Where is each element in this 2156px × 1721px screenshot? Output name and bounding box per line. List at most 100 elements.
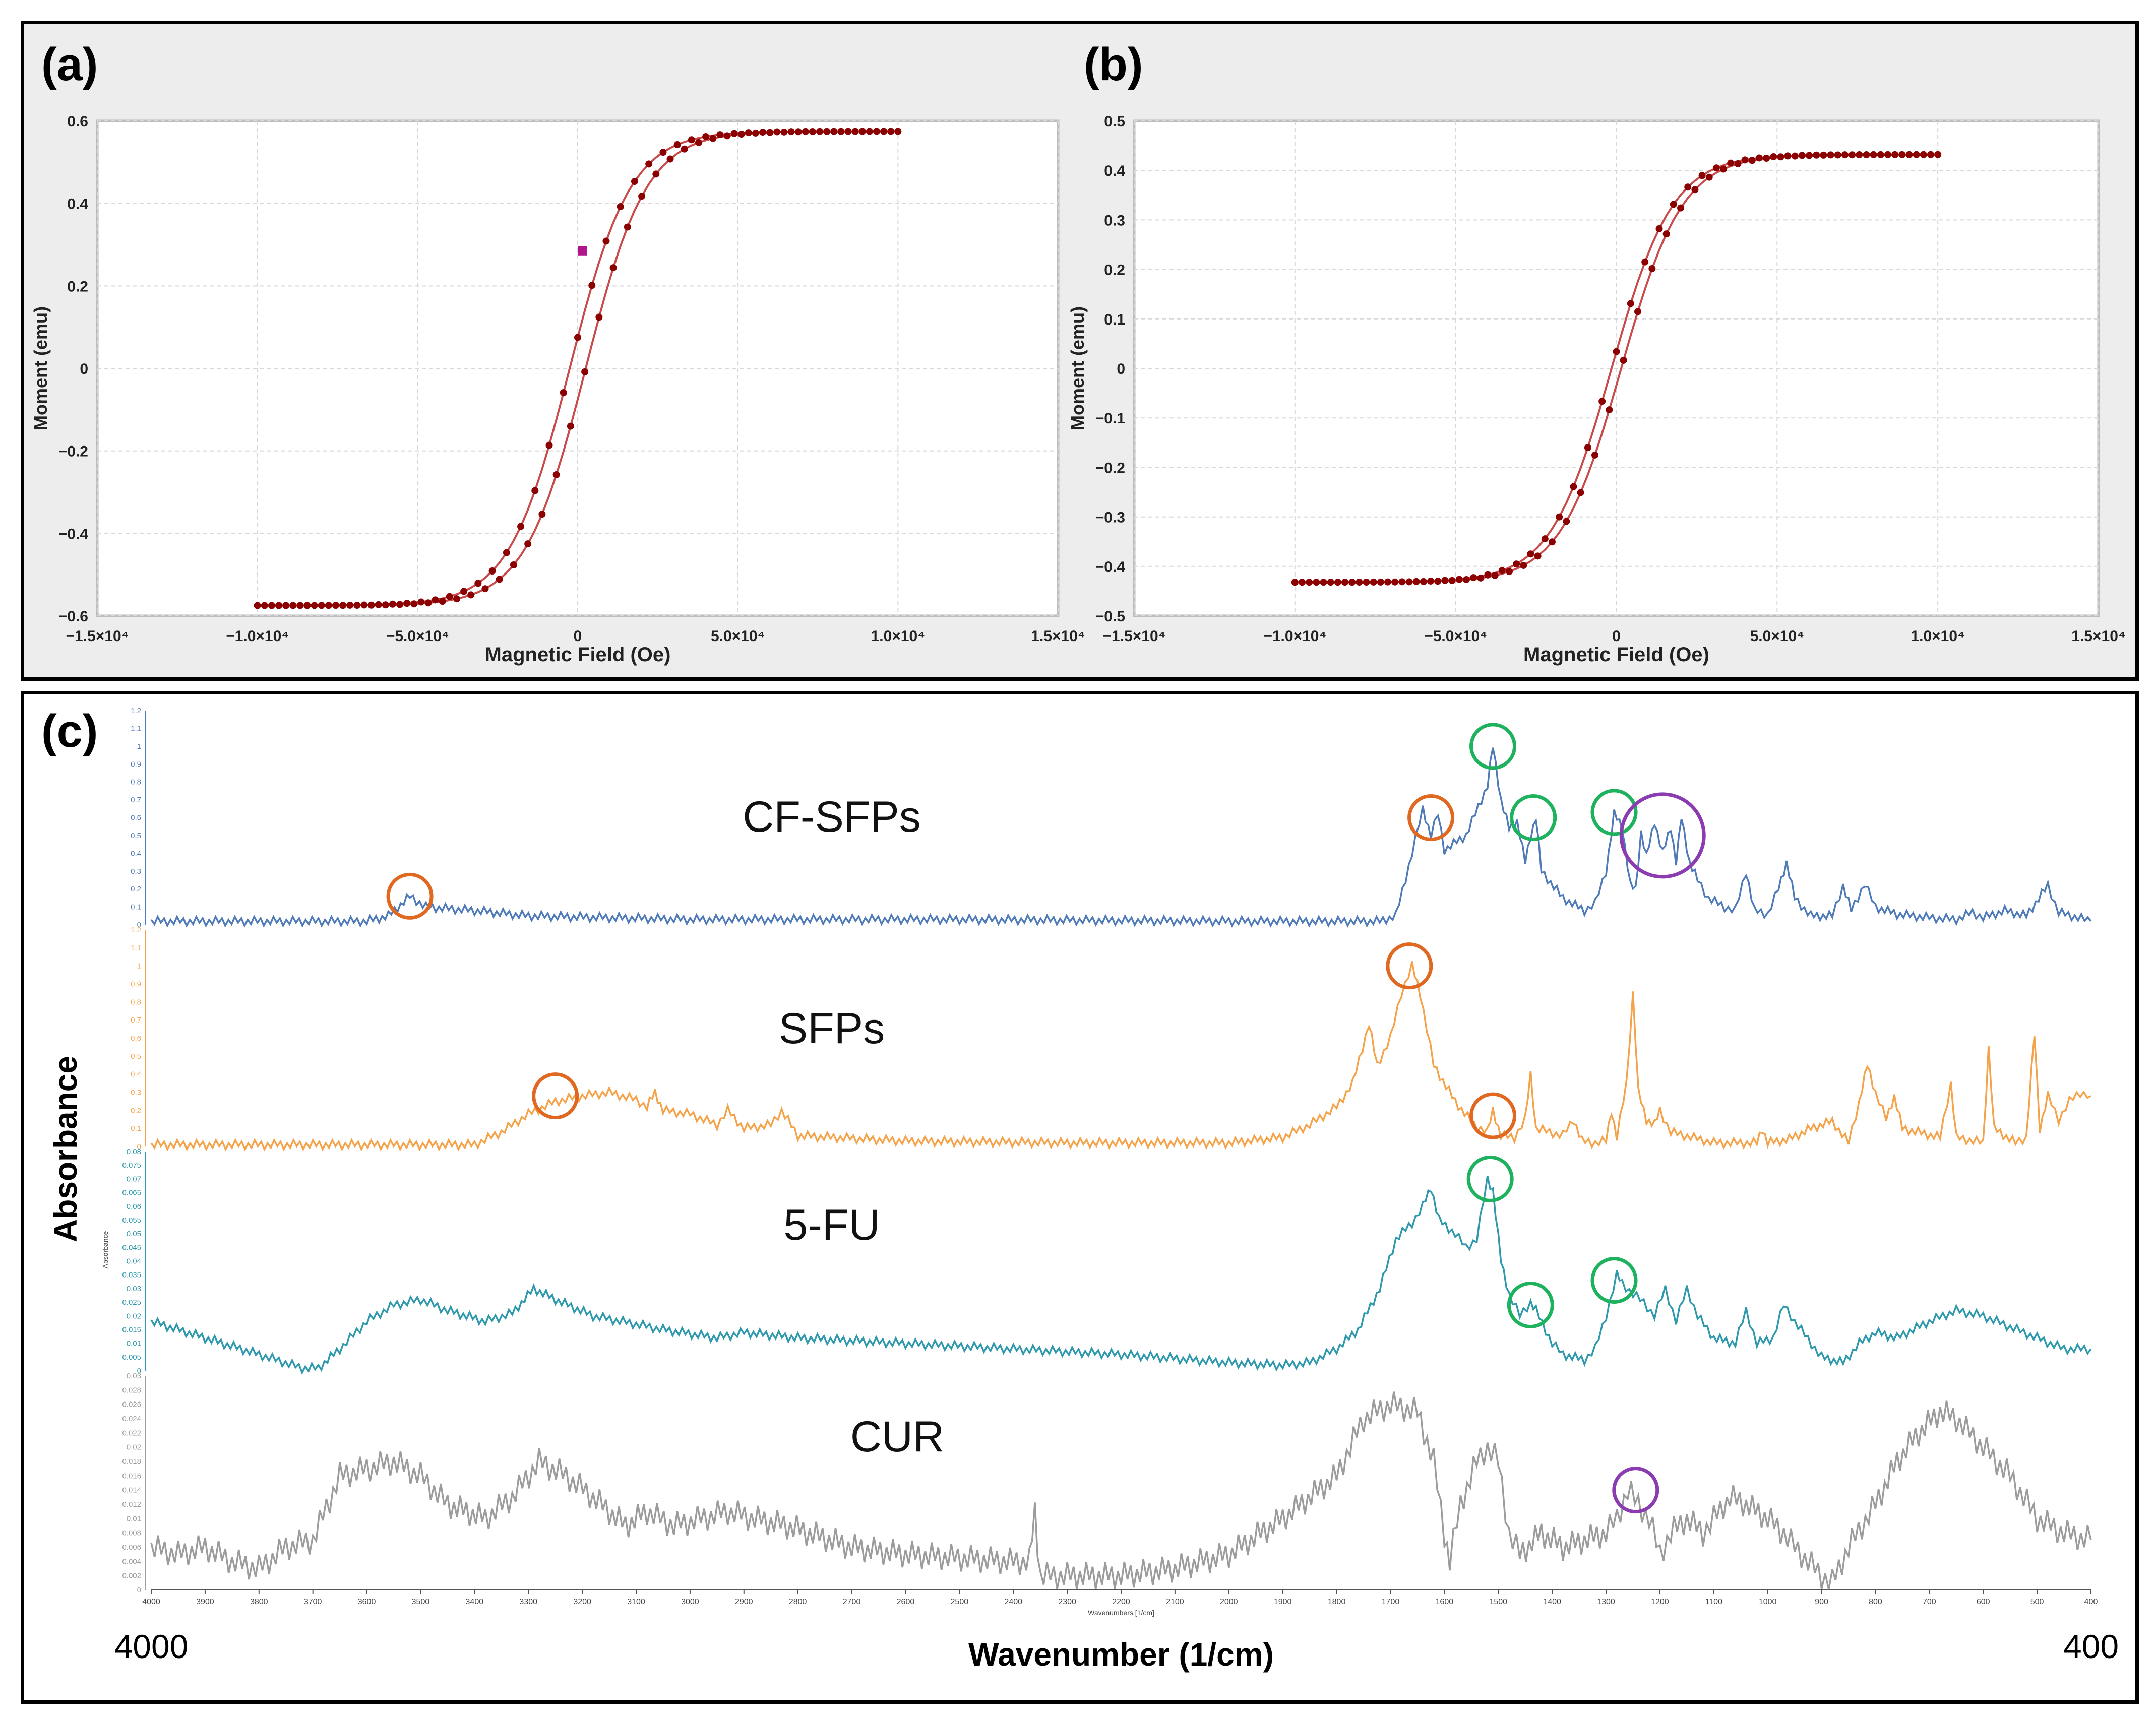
peak-annotation-circle: [1469, 1092, 1517, 1139]
y-tick-label: 0.005: [122, 1353, 141, 1362]
data-point: [1299, 579, 1306, 586]
y-tick-label: 0.055: [122, 1216, 141, 1225]
data-point: [1705, 173, 1713, 181]
series-5-FU: 0 0.005 0.01 0.015 0.02 0.025 0.03 0.035 0.04 0.0…: [122, 1148, 2092, 1375]
x-tick-label: 3100: [627, 1598, 645, 1606]
data-point: [1734, 160, 1742, 167]
y-tick-label: 0.024: [122, 1415, 141, 1423]
data-point: [1348, 579, 1356, 586]
x-tick-label: 2200: [1112, 1598, 1130, 1606]
data-point: [1641, 258, 1649, 266]
peak-annotation-circle: [1469, 723, 1517, 770]
data-point: [1420, 578, 1427, 585]
x-tick-label: 700: [1923, 1598, 1936, 1606]
data-point: [1856, 151, 1863, 159]
y-tick-label: 0.2: [131, 1106, 141, 1115]
data-point: [1841, 151, 1849, 159]
x-tick-label: 2100: [1166, 1598, 1184, 1606]
y-axis-label: Moment (emu): [30, 306, 51, 430]
data-point: [595, 313, 603, 321]
data-point: [1712, 164, 1720, 172]
x-end-label-right: 400: [2063, 1628, 2119, 1665]
data-point: [1698, 172, 1706, 179]
data-point: [389, 600, 396, 608]
data-point: [439, 598, 446, 605]
x-tick-label: 3500: [412, 1598, 430, 1606]
data-point: [659, 149, 667, 156]
x-tick-label: −1.0×10⁴: [226, 628, 289, 645]
data-point: [1591, 451, 1598, 459]
data-point: [1777, 153, 1784, 161]
ftir-chart: 4000 3900 3800 3700 3600 3500 3400 3300 3200 3100…: [47, 707, 2119, 1673]
data-point: [1806, 152, 1813, 159]
y-tick-label: 0.06: [127, 1202, 141, 1211]
y-axis-label: Moment (emu): [1067, 306, 1088, 430]
y-tick-label: 0.006: [122, 1543, 141, 1552]
y-tick-label: 0.022: [122, 1429, 141, 1437]
y-tick-label: 0.08: [127, 1148, 141, 1156]
y-tick-label: −0.3: [1095, 509, 1125, 526]
y-tick-label: 0.002: [122, 1572, 141, 1580]
data-point: [254, 602, 261, 609]
x-tick-label: 3000: [681, 1598, 699, 1606]
y-tick-label: 0.02: [127, 1312, 141, 1320]
y-tick-label: 0.03: [127, 1285, 141, 1293]
data-point: [787, 128, 795, 136]
data-point: [375, 601, 382, 608]
y-tick-label: 0.018: [122, 1457, 141, 1466]
data-point: [631, 177, 638, 185]
data-point: [453, 595, 460, 603]
y-tick-label: 0.1: [1104, 311, 1125, 328]
y-tick-label: −0.1: [1095, 410, 1125, 427]
data-point: [1391, 578, 1399, 586]
data-point: [510, 561, 517, 568]
x-tick-label: 0: [574, 628, 582, 645]
x-tick-label: 2300: [1058, 1598, 1076, 1606]
data-point: [1327, 579, 1334, 586]
data-point: [1341, 579, 1349, 586]
x-tick-label: 1400: [1543, 1598, 1561, 1606]
data-point: [809, 128, 816, 135]
data-point: [1748, 157, 1756, 164]
data-point: [1670, 201, 1677, 208]
data-point: [410, 600, 418, 608]
data-point: [481, 585, 489, 593]
data-point: [688, 136, 695, 144]
series-CUR: 0 0.002 0.004 0.006 0.008 0.01 0.012 0.014 0.016…: [122, 1372, 2092, 1595]
data-point: [460, 588, 468, 595]
data-point: [1863, 151, 1870, 159]
data-point: [1412, 578, 1420, 585]
data-point: [1934, 151, 1942, 158]
data-point: [673, 141, 681, 149]
data-point: [1527, 550, 1534, 558]
data-point: [1462, 576, 1470, 583]
peak-annotation-circle: [1386, 942, 1433, 990]
y-tick-label: −0.4: [58, 526, 89, 542]
data-point: [382, 601, 389, 609]
data-point: [1798, 152, 1806, 159]
data-point: [1448, 577, 1456, 584]
data-point: [545, 441, 553, 449]
data-point: [1520, 561, 1527, 569]
series-label: 5-FU: [783, 1201, 880, 1249]
data-point: [851, 128, 859, 135]
x-tick-label: 3400: [466, 1598, 484, 1606]
data-point: [1813, 151, 1820, 159]
y-tick-label: 1.1: [131, 944, 141, 952]
data-point: [1556, 513, 1563, 521]
y-tick-label: 0.014: [122, 1486, 141, 1495]
y-tick-label: 0.9: [131, 760, 141, 769]
x-tick-label: 1000: [1759, 1598, 1777, 1606]
x-tick-label: 600: [1977, 1598, 1990, 1606]
y-tick-label: 0.03: [127, 1372, 141, 1380]
x-tick-label: −1.5×10⁴: [66, 628, 129, 645]
peak-annotation-circle: [1510, 794, 1557, 841]
y-tick-label: 0.05: [127, 1230, 141, 1238]
x-tick-label: 1.5×10⁴: [1031, 628, 1085, 645]
data-point: [1470, 574, 1477, 582]
data-point: [1927, 151, 1934, 158]
y-tick-label: 0.035: [122, 1271, 141, 1280]
data-point: [282, 602, 290, 609]
data-point: [666, 155, 674, 163]
data-point: [1577, 489, 1584, 496]
